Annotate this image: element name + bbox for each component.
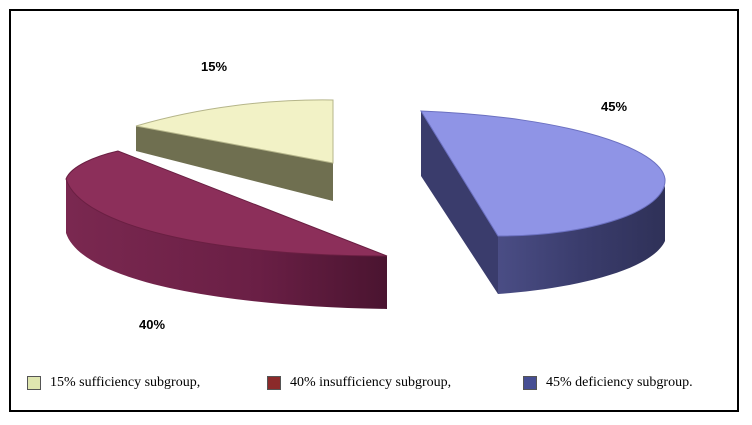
slice-deficiency bbox=[420, 110, 666, 294]
slice-insufficiency-top bbox=[65, 150, 388, 257]
chart-frame: 15% 45% 40% 15% sufficiency subgroup, 40… bbox=[9, 9, 739, 412]
pie-chart: 15% 45% 40% bbox=[65, 59, 666, 332]
legend-label-deficiency: 45% deficiency subgroup. bbox=[546, 375, 693, 390]
legend-swatch-deficiency bbox=[523, 376, 537, 390]
legend-item-deficiency: 45% deficiency subgroup. bbox=[523, 371, 693, 395]
legend-swatch-insufficiency bbox=[267, 376, 281, 390]
slice-sufficiency-side bbox=[136, 126, 333, 201]
slice-label-insufficiency: 40% bbox=[139, 317, 165, 332]
slice-insufficiency-side-front bbox=[66, 179, 387, 309]
slice-label-deficiency: 45% bbox=[601, 99, 627, 114]
slice-insufficiency bbox=[65, 150, 388, 309]
slice-label-sufficiency: 15% bbox=[201, 59, 227, 74]
slice-deficiency-side-left bbox=[421, 111, 498, 294]
legend-label-insufficiency: 40% insufficiency subgroup, bbox=[290, 375, 452, 390]
legend-item-insufficiency: 40% insufficiency subgroup, bbox=[267, 371, 451, 395]
legend-swatch-sufficiency bbox=[27, 376, 41, 390]
legend-label-sufficiency: 15% sufficiency subgroup, bbox=[50, 375, 201, 390]
slice-deficiency-top bbox=[420, 110, 666, 237]
legend-item-sufficiency: 15% sufficiency subgroup, bbox=[27, 371, 200, 395]
slice-deficiency-side-front bbox=[498, 186, 665, 294]
slice-sufficiency bbox=[135, 99, 334, 201]
legend: 15% sufficiency subgroup, 40% insufficie… bbox=[27, 371, 727, 397]
slice-sufficiency-top bbox=[135, 99, 334, 164]
